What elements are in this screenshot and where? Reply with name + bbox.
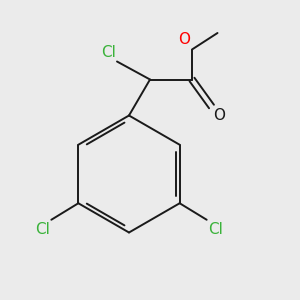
Text: Cl: Cl [208,222,223,237]
Text: Cl: Cl [101,45,116,60]
Text: O: O [178,32,190,47]
Text: Cl: Cl [35,222,50,237]
Text: O: O [213,108,225,123]
